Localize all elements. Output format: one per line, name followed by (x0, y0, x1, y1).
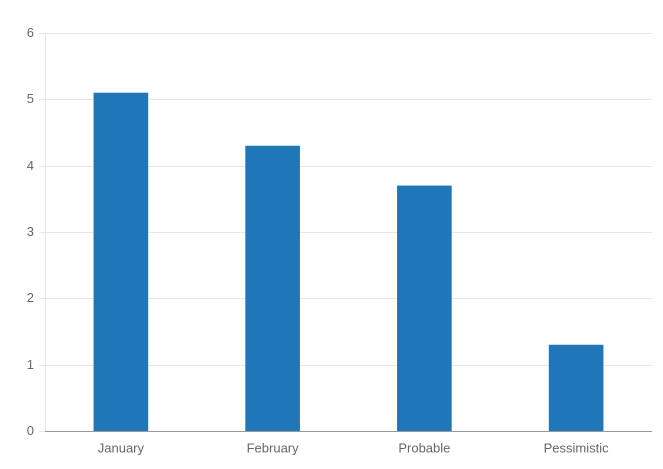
y-tick-label: 3 (27, 224, 34, 239)
bar (397, 185, 452, 431)
x-tick-label: Pessimistic (544, 440, 610, 455)
y-tick-label: 6 (27, 25, 34, 40)
x-tick-label: February (247, 440, 300, 455)
y-tick-label: 5 (27, 91, 34, 106)
y-tick-label: 1 (27, 357, 34, 372)
bar (548, 344, 604, 431)
bar (245, 145, 300, 431)
x-tick-label: Probable (398, 440, 450, 455)
x-tick-label: January (98, 440, 145, 455)
bar (93, 92, 149, 431)
y-tick-label: 2 (27, 290, 34, 305)
y-tick-label: 0 (27, 423, 34, 438)
y-tick-label: 4 (27, 158, 34, 173)
